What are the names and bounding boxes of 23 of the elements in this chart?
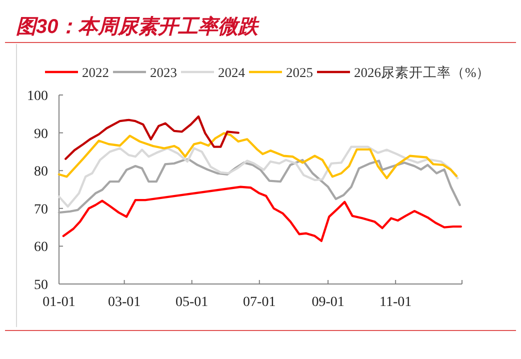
x-tick-label: 05-01 <box>176 295 208 310</box>
y-tick-label: 60 <box>34 240 48 256</box>
y-tick-label: 90 <box>34 126 48 142</box>
legend-label: 2024 <box>218 65 246 80</box>
legend-label: 2026尿素开工率（%） <box>354 65 490 80</box>
legend-label: 2022 <box>82 65 109 80</box>
x-tick-label: 11-01 <box>379 295 412 310</box>
legend-label: 2023 <box>150 65 178 80</box>
line-series <box>58 146 459 208</box>
x-tick-label: 03-01 <box>108 295 141 310</box>
y-tick-label: 50 <box>34 278 48 293</box>
line-series <box>58 158 461 214</box>
y-tick-label: 70 <box>34 202 48 218</box>
line-series <box>64 115 240 160</box>
line-series <box>58 132 458 180</box>
chart-title: 图30：本周尿素开工率微跌 <box>16 15 260 38</box>
x-tick-label: 01-01 <box>42 295 76 310</box>
line-series <box>62 186 462 242</box>
legend-label: 2025 <box>286 65 314 80</box>
x-tick-label: 07-01 <box>243 295 276 310</box>
x-tick-label: 09-01 <box>312 295 344 310</box>
y-tick-label: 80 <box>34 164 48 180</box>
y-tick-label: 100 <box>27 89 48 104</box>
